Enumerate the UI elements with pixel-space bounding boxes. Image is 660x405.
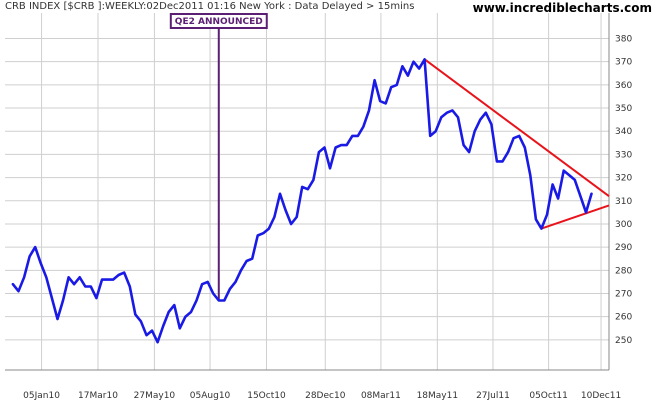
x-tick-label: 28Dec10 bbox=[305, 391, 346, 401]
chart-header: CRB INDEX [$CRB ]:WEEKLY:02Dec2011 01:16… bbox=[5, 1, 415, 12]
y-tick-label: 340 bbox=[615, 127, 632, 137]
x-tick-label: 27May10 bbox=[134, 391, 176, 401]
y-tick-label: 370 bbox=[615, 58, 632, 68]
trendline bbox=[541, 204, 610, 230]
y-axis-ticks: 250 260 270 280 290 300 310 320 330 340 350 360 370 3… bbox=[615, 35, 632, 346]
brand-watermark: www.incrediblecharts.com bbox=[472, 1, 652, 15]
price-line bbox=[11, 58, 593, 344]
y-tick-label: 280 bbox=[615, 266, 632, 276]
annotation-label: QE2 ANNOUNCED bbox=[175, 17, 263, 27]
y-tick-label: 320 bbox=[615, 174, 632, 184]
annotation-box bbox=[169, 13, 268, 29]
plot-frame bbox=[5, 13, 610, 371]
x-tick-label: 18May11 bbox=[417, 391, 459, 401]
x-axis-ticks: 05Jan10 17Mar10 27May10 05Aug10 15Oct10 28Dec… bbox=[23, 391, 621, 401]
y-tick-label: 350 bbox=[615, 104, 632, 114]
y-tick-label: 330 bbox=[615, 150, 632, 160]
trendlines bbox=[424, 58, 610, 230]
series-lines bbox=[11, 58, 593, 344]
gridlines bbox=[5, 13, 609, 370]
x-tick-label: 15Oct10 bbox=[247, 391, 286, 401]
trendline bbox=[424, 58, 610, 197]
y-tick-label: 260 bbox=[615, 313, 632, 323]
y-tick-label: 290 bbox=[615, 243, 632, 253]
y-tick-label: 360 bbox=[615, 81, 632, 91]
x-tick-label: 05Oct11 bbox=[529, 391, 567, 401]
y-tick-label: 310 bbox=[615, 197, 632, 207]
y-tick-label: 270 bbox=[615, 290, 632, 300]
x-tick-label: 10Dec11 bbox=[581, 391, 621, 401]
y-tick-label: 300 bbox=[615, 220, 632, 230]
x-tick-label: 05Aug10 bbox=[190, 391, 231, 401]
x-tick-label: 17Mar10 bbox=[78, 391, 118, 401]
x-tick-label: 08Mar11 bbox=[361, 391, 401, 401]
x-tick-label: 27Jul11 bbox=[476, 391, 510, 401]
x-tick-label: 05Jan10 bbox=[23, 391, 60, 401]
y-tick-label: 380 bbox=[615, 35, 632, 45]
y-tick-label: 250 bbox=[615, 336, 632, 346]
annotations: QE2 ANNOUNCED bbox=[169, 13, 268, 301]
